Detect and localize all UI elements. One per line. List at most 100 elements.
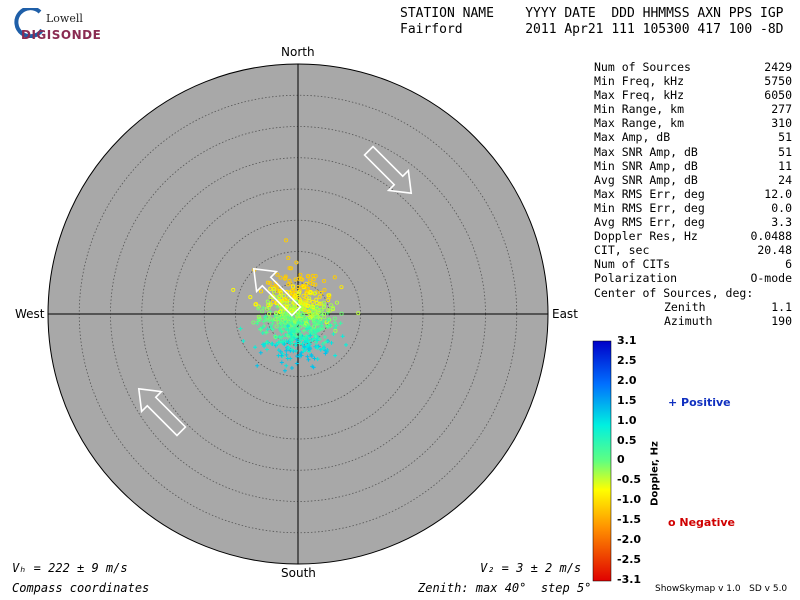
source-point-negative [231,287,236,292]
source-point-positive [255,319,260,324]
stat-row: Min RMS Err, deg 0.0 [594,201,792,215]
source-point-positive [333,353,338,358]
source-point-positive [288,316,293,321]
source-point-negative [291,284,296,289]
source-point-negative [283,297,288,302]
stat-label: Doppler Res, Hz [594,229,698,244]
source-point-positive [325,347,330,352]
source-point-negative [301,293,306,298]
lowell-digisonde-logo: Lowell DIGISONDE [6,6,116,48]
source-point-negative [267,316,272,321]
source-point-positive [263,314,268,319]
source-point-negative [278,298,283,303]
source-point-positive [343,342,348,347]
source-point-negative [289,291,294,296]
source-point-positive [296,320,301,325]
source-point-negative [267,280,272,285]
source-point-positive [294,337,299,342]
stat-row: Max RMS Err, deg 12.0 [594,187,792,201]
source-point-negative [290,288,295,293]
source-point-positive [238,326,243,331]
zenith-note: Zenith: max 40° step 5° [418,581,592,595]
stat-value: 3.3 [771,215,792,230]
source-point-positive [321,346,326,351]
coords-note: Compass coordinates [12,581,150,595]
source-point-positive [319,323,324,328]
center-zenith-value: 1.1 [771,299,792,314]
source-point-negative [308,315,313,320]
source-point-negative [298,272,303,277]
compass-north: North [281,45,315,59]
source-point-positive [338,321,343,326]
source-point-positive [312,336,317,341]
logo-swoosh-icon [14,8,44,38]
horizontal-velocity: Vₕ = 222 ± 9 m/s [12,561,128,575]
source-point-positive [305,334,310,339]
source-points [231,238,361,373]
source-point-positive [290,337,295,342]
stat-row: Max Amp, dB 51 [594,130,792,144]
source-point-negative [321,305,327,310]
legend-positive: + Positive [668,396,731,409]
source-point-positive [308,333,313,338]
source-point-positive [305,354,310,359]
source-point-negative [296,276,301,281]
stat-label: Polarization [594,271,678,286]
source-point-positive [264,317,269,322]
colorbar-tick-label: 0 [617,453,625,467]
source-point-positive [316,328,321,333]
source-point-positive [275,304,280,309]
source-point-negative [314,305,319,310]
source-point-negative [329,303,334,308]
source-point-negative [292,319,297,324]
source-point-positive [310,364,315,369]
colorbar-tick-label: 1.0 [617,413,637,427]
colorbar-label: Doppler, Hz [649,441,661,506]
source-point-negative [278,290,284,295]
stat-value: 11 [778,158,792,173]
source-point-negative [310,273,315,278]
stat-label: Min SNR Amp, dB [594,158,698,173]
source-point-negative [339,311,344,316]
source-point-negative [267,311,272,316]
source-point-negative [274,310,279,315]
source-point-positive [305,338,310,343]
source-point-positive [262,344,267,349]
stat-row: Doppler Res, Hz 0.0488 [594,229,792,243]
source-point-positive [299,350,304,355]
stat-value: 6050 [764,88,792,103]
colorbar-tick-label: 2.0 [617,373,637,387]
compass-east: East [552,307,578,321]
source-point-positive [268,323,273,328]
stat-label: Avg SNR Amp, dB [594,172,698,187]
stat-value: 20.48 [757,243,792,258]
source-point-negative [298,304,303,309]
source-point-positive [325,318,330,323]
source-point-positive [287,321,292,326]
stat-label: Min Freq, kHz [594,74,685,89]
source-point-negative [280,317,285,322]
source-point-positive [313,321,318,326]
source-point-negative [277,294,282,300]
source-point-negative [317,294,322,299]
source-point-positive [293,323,298,328]
source-point-positive [279,321,284,326]
source-point-negative [287,266,292,271]
source-point-negative [299,276,304,282]
source-point-negative [304,291,309,296]
source-point-negative [306,309,311,314]
source-point-positive [315,318,320,323]
center-header-row: Center of Sources, deg: [594,286,792,300]
stat-label: Max Freq, kHz [594,88,685,103]
source-point-positive [280,354,285,359]
source-point-negative [310,299,315,304]
source-point-positive [260,325,265,330]
colorbar-tick-label: -3.1 [617,572,642,586]
source-point-positive [309,352,314,357]
source-point-positive [279,360,284,365]
stat-label: Max Range, km [594,116,685,131]
center-azimuth-value: 190 [771,313,792,328]
source-point-negative [265,306,270,311]
compass-west: West [15,307,45,321]
